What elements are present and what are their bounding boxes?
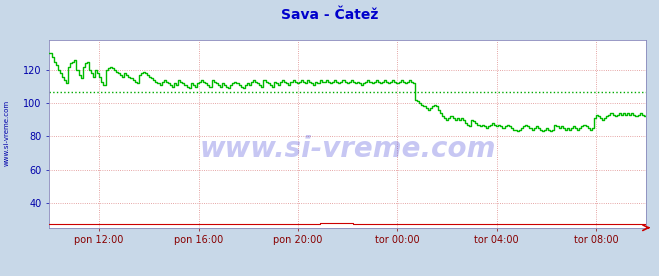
Text: Sava - Čatež: Sava - Čatež [281, 8, 378, 22]
Text: www.si-vreme.com: www.si-vreme.com [200, 135, 496, 163]
Text: www.si-vreme.com: www.si-vreme.com [3, 99, 9, 166]
